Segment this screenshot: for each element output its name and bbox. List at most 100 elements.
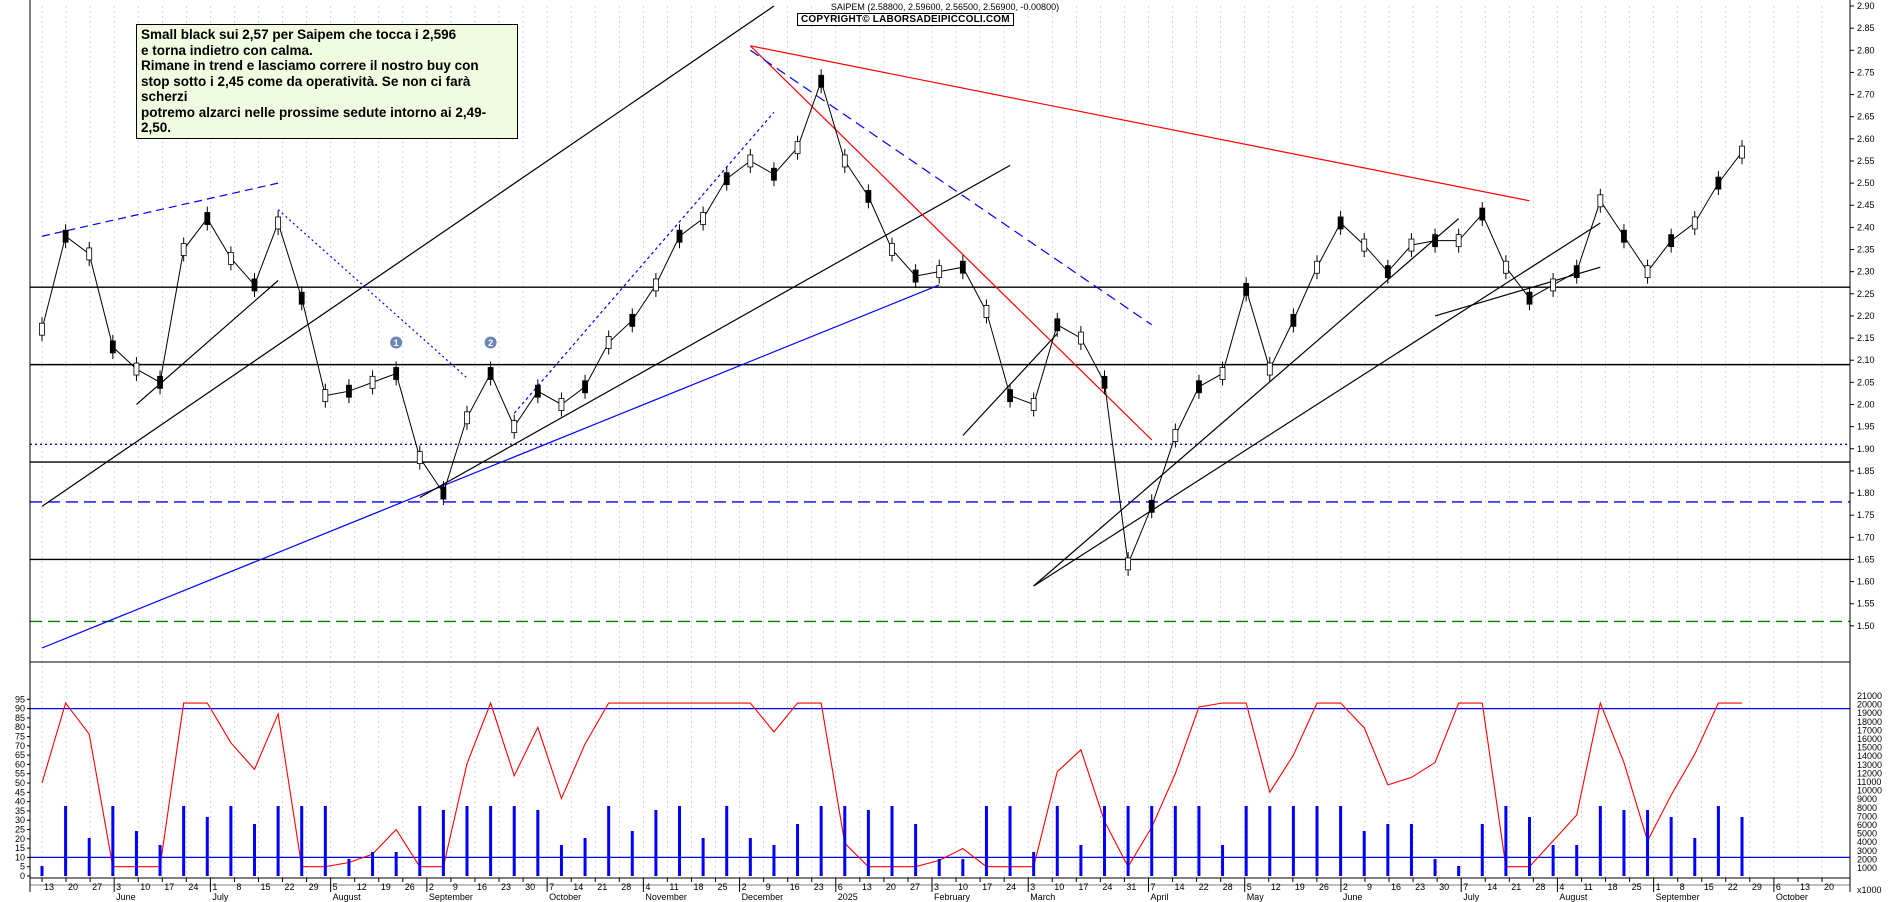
volume-tick-label: 6000: [1857, 820, 1877, 830]
price-tick-label: 2.85: [1857, 23, 1875, 33]
candle-body: [1266, 362, 1273, 376]
volume-tick-label: 19000: [1857, 708, 1882, 718]
ticker-header: SAIPEM (2.58800, 2.59600, 2.56500, 2.569…: [830, 2, 1060, 12]
osc-tick-label: 50: [15, 778, 25, 788]
candle-body: [936, 265, 943, 279]
price-tick-label: 2.75: [1857, 67, 1875, 77]
osc-tick-label: 35: [15, 806, 25, 816]
volume-bar: [371, 852, 375, 876]
commentary-box: Small black sui 2,57 per Saipem che tocc…: [136, 24, 518, 139]
price-tick-label: 2.00: [1857, 399, 1875, 409]
osc-tick-label: 25: [15, 825, 25, 835]
indicator-marker: [484, 336, 497, 349]
candle-body: [1030, 398, 1037, 411]
month-label: December: [742, 892, 784, 902]
x-tick-label: 17: [1078, 882, 1088, 892]
x-tick-label: 19: [1295, 882, 1305, 892]
candle-body: [180, 243, 187, 256]
volume-bar: [890, 806, 894, 876]
osc-tick-label: 30: [15, 815, 25, 825]
candle-body: [1314, 260, 1320, 274]
volume-bar: [441, 810, 445, 876]
osc-tick-label: 95: [15, 694, 25, 704]
candle-body: [369, 375, 376, 389]
volume-bar: [465, 806, 469, 876]
trend-line: [1434, 266, 1601, 317]
volume-bar: [1268, 806, 1272, 876]
osc-tick-label: 5: [20, 862, 25, 872]
price-tick-label: 1.90: [1857, 444, 1875, 454]
candle-body: [582, 380, 588, 394]
volume-tick-label: 4000: [1857, 837, 1877, 847]
volume-bar: [607, 806, 611, 876]
price-tick-label: 1.75: [1857, 510, 1875, 520]
volume-bar: [984, 806, 988, 876]
volume-bar: [1126, 806, 1130, 876]
volume-bar: [1173, 806, 1177, 876]
osc-tick-label: 90: [15, 704, 25, 714]
x-tick-label: 12: [1271, 882, 1281, 892]
volume-bar: [654, 810, 658, 876]
x-tick-label: 16: [477, 882, 487, 892]
price-tick-label: 2.25: [1857, 289, 1875, 299]
price-tick-label: 2.20: [1857, 311, 1875, 321]
x-tick-label: 7: [549, 882, 554, 892]
month-label: February: [934, 892, 971, 902]
volume-bar: [819, 806, 823, 876]
volume-bar: [1008, 806, 1012, 876]
volume-bar: [512, 806, 516, 876]
candle-body: [464, 411, 470, 425]
volume-tick-label: 3000: [1857, 846, 1877, 856]
candle-body: [109, 340, 116, 354]
candle-body: [322, 389, 329, 403]
x-tick-label: 27: [92, 882, 102, 892]
candle-body: [629, 313, 636, 327]
x-tick-label: 8: [236, 882, 241, 892]
price-tick-label: 1.65: [1857, 554, 1875, 564]
candle-body: [1455, 234, 1462, 248]
volume-bar: [1315, 806, 1319, 876]
price-tick-label: 2.05: [1857, 377, 1875, 387]
volume-bar: [914, 824, 918, 876]
candle-body: [1196, 380, 1202, 394]
volume-tick-label: 15000: [1857, 743, 1882, 753]
candle-body: [1290, 313, 1297, 327]
osc-tick-label: 75: [15, 732, 25, 742]
trend-line: [513, 111, 775, 414]
x-tick-label: 22: [1199, 882, 1209, 892]
candle-body: [1101, 375, 1108, 389]
month-label: April: [1150, 892, 1168, 902]
x-tick-label: 29: [309, 882, 319, 892]
volume-bar: [1221, 845, 1225, 876]
volume-bar: [276, 806, 280, 876]
copyright-label: COPYRIGHT© LABORSADEIPICCOLI.COM: [797, 13, 1014, 26]
volume-tick-label: 13000: [1857, 760, 1882, 770]
volume-tick-label: 20000: [1857, 700, 1882, 710]
volume-bar: [701, 838, 705, 876]
volume-tick-label: 7000: [1857, 811, 1877, 821]
candle-body: [275, 216, 282, 230]
volume-bar: [536, 810, 540, 876]
x-tick-label: 24: [188, 882, 198, 892]
candle-body: [1219, 367, 1226, 380]
x-tick-label: 21: [597, 882, 607, 892]
x-tick-label: 16: [790, 882, 800, 892]
candle-body: [652, 278, 659, 292]
osc-tick-label: 0: [20, 871, 25, 881]
x-tick-label: 15: [260, 882, 270, 892]
x-tick-label: 20: [68, 882, 78, 892]
volume-tick-label: 5000: [1857, 829, 1877, 839]
volume-bar: [961, 859, 965, 876]
price-tick-label: 1.60: [1857, 577, 1875, 587]
candle-body: [298, 291, 305, 305]
trend-line: [1033, 218, 1460, 587]
x-tick-label: 9: [1367, 882, 1372, 892]
volume-bar: [205, 817, 209, 876]
volume-bar: [1598, 806, 1602, 876]
x-tick-label: 17: [982, 882, 992, 892]
volume-bar: [1409, 824, 1413, 876]
month-label: October: [549, 892, 581, 902]
candle-body: [1337, 216, 1344, 230]
candle-body: [912, 269, 919, 283]
candle-body: [1644, 265, 1651, 279]
